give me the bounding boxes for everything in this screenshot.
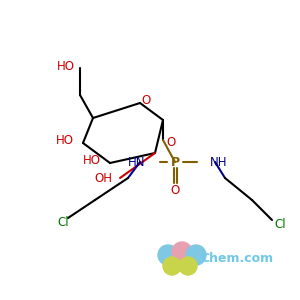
Text: O: O xyxy=(141,94,151,107)
Text: HN: HN xyxy=(128,155,145,169)
Text: Cl: Cl xyxy=(57,217,69,230)
Text: HO: HO xyxy=(83,154,101,167)
Text: HO: HO xyxy=(56,134,74,148)
Circle shape xyxy=(163,257,181,275)
Text: Chem.com: Chem.com xyxy=(200,251,274,265)
Circle shape xyxy=(158,245,178,265)
Text: HO: HO xyxy=(57,59,75,73)
Circle shape xyxy=(172,242,192,262)
Circle shape xyxy=(186,245,206,265)
Text: Cl: Cl xyxy=(274,218,286,232)
Circle shape xyxy=(179,257,197,275)
Text: O: O xyxy=(170,184,180,196)
Text: O: O xyxy=(167,136,176,148)
Text: NH: NH xyxy=(210,155,227,169)
Text: OH: OH xyxy=(94,172,112,184)
Text: P: P xyxy=(170,155,180,169)
